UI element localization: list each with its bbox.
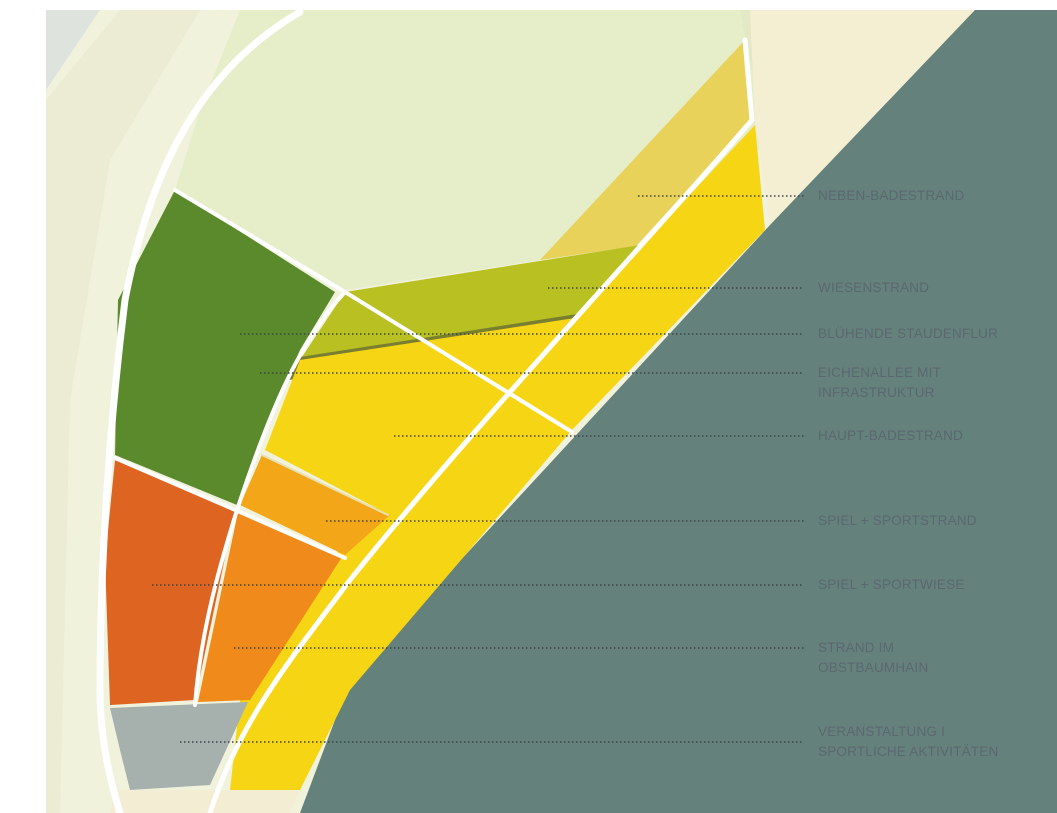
edge-path [261, 454, 389, 516]
label-veranstaltung: VERANSTALTUNG I SPORTLICHE AKTIVITÄTEN [818, 722, 998, 762]
zone-strand-obstbaumhain [198, 512, 342, 702]
label-haupt-badestrand: HAUPT-BADESTRAND [818, 426, 963, 446]
label-line: SPORTLICHE AKTIVITÄTEN [818, 744, 999, 759]
label-line: VERANSTALTUNG I [818, 724, 946, 739]
label-line: BLÜHENDE STAUDENFLUR [818, 326, 999, 341]
label-spiel-sportstrand: SPIEL + SPORTSTRAND [818, 511, 977, 531]
zone-bluehende-staudenflur [115, 190, 335, 505]
label-spiel-sportwiese: SPIEL + SPORTWIESE [818, 575, 965, 595]
zone-veranstaltung [110, 702, 248, 790]
label-line: HAUPT-BADESTRAND [818, 428, 963, 443]
label-wiesenstrand: WIESENSTRAND [818, 278, 929, 298]
bottom-strip [110, 790, 300, 813]
label-line: SPIEL + SPORTSTRAND [818, 513, 977, 528]
label-neben-badestrand: NEBEN-BADESTRAND [818, 186, 964, 206]
cream-strip [750, 10, 975, 225]
zone-haupt-badestrand [230, 125, 765, 790]
zone-spiel-sportstrand [240, 455, 390, 555]
label-strand-obstbaumhain: STRAND IM OBSTBAUMHAIN [818, 638, 928, 678]
label-eichenallee: EICHENALLEE MIT INFRASTRUKTUR [818, 363, 941, 403]
label-line: EICHENALLEE MIT [818, 365, 942, 380]
label-line: STRAND IM [818, 640, 895, 655]
lower-cross-path [113, 456, 347, 560]
zone-wiesenstrand [300, 245, 640, 360]
label-line: SPIEL + SPORTWIESE [818, 577, 965, 592]
label-bluehende-staudenflur: BLÜHENDE STAUDENFLUR [818, 324, 998, 344]
paths [96, 8, 755, 813]
path-north [742, 37, 755, 123]
label-line: OBSTBAUMHAIN [818, 660, 929, 675]
diagonal-path [207, 117, 755, 813]
water-area [300, 10, 1057, 813]
road-strip [46, 10, 100, 90]
label-line: NEBEN-BADESTRAND [818, 188, 965, 203]
label-line: INFRASTRUKTUR [818, 385, 935, 400]
leader-lines [152, 195, 804, 743]
outer-path [96, 8, 304, 813]
zone-neben-badestrand [540, 40, 752, 260]
label-line: WIESENSTRAND [818, 280, 930, 295]
left-field [46, 10, 200, 813]
